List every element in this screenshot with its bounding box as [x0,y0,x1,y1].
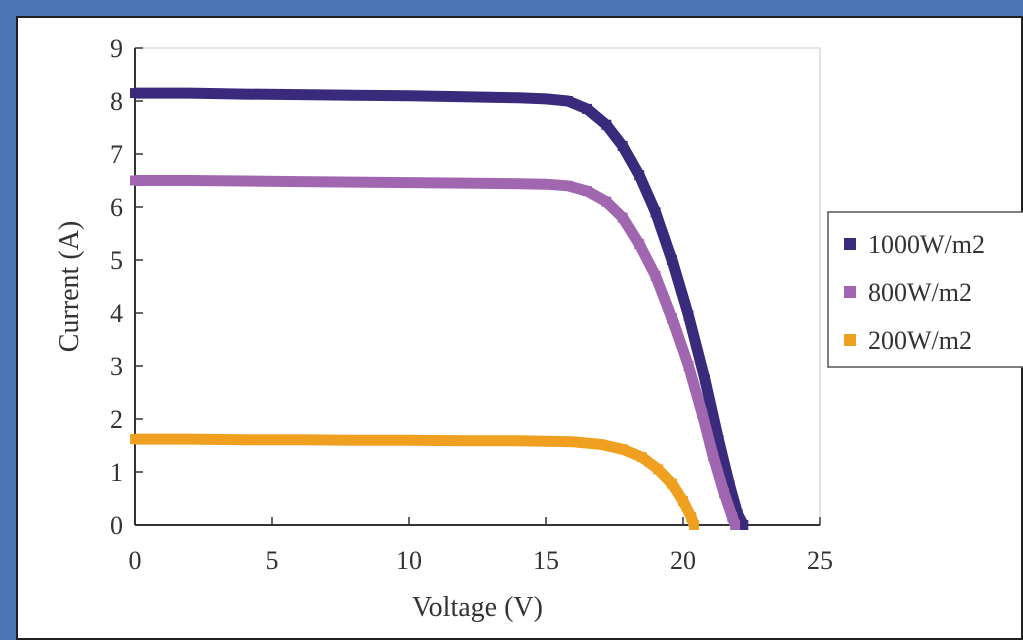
data-point [404,90,414,101]
data-point [568,436,579,447]
data-point [595,439,606,450]
data-point [601,119,612,130]
axis-ticks: 0 5 10 15 20 25 0 1 2 3 4 5 6 7 8 9 [110,34,833,575]
y-tick-label: 8 [110,87,123,116]
data-point [582,103,593,114]
y-tick-label: 4 [110,299,123,328]
data-point [349,435,360,446]
x-tick-label: 25 [807,546,833,575]
data-point [667,255,677,265]
data-point [541,179,551,190]
x-tick-label: 15 [533,546,559,575]
data-point [541,436,551,447]
data-point [738,520,749,530]
data-point [562,96,573,106]
data-point [349,177,360,188]
y-tick-label: 3 [110,352,123,381]
data-point [732,509,743,520]
y-tick-label: 9 [110,34,123,63]
data-point [404,177,414,188]
data-point [458,435,469,446]
data-point [683,310,694,321]
data-point [653,464,664,475]
data-point [184,434,195,445]
data-point [617,141,628,151]
series-line [135,433,700,527]
x-tick-label: 0 [129,546,142,575]
data-point [562,180,573,191]
legend-swatch [844,334,856,346]
data-point [617,444,628,455]
data-point [667,478,677,489]
data-point [184,88,195,99]
data-point [130,434,140,445]
data-point [130,175,140,186]
data-point [184,175,195,186]
data-point [601,196,612,207]
data-point [458,91,469,102]
series-2 [130,433,700,530]
data-point [294,434,305,445]
data-point [349,90,360,101]
data-point [294,89,305,100]
data-point [541,93,551,104]
data-point [294,176,305,187]
data-point [636,452,647,463]
data-point [678,496,688,507]
data-point [458,178,469,189]
legend: 1000W/m2 800W/m2 200W/m2 [827,211,1023,368]
y-tick-label: 0 [110,511,123,540]
series-line [135,175,741,527]
series-0 [130,87,749,530]
data-point [689,520,699,530]
series-1 [130,175,741,530]
legend-swatch [844,286,856,298]
data-point [727,512,738,522]
data-point [719,488,730,499]
legend-swatch [844,238,856,250]
data-point [404,435,414,446]
x-tick-label: 10 [396,546,422,575]
data-point [634,239,645,250]
data-point [697,408,708,419]
data-point [130,88,140,99]
y-tick-label: 5 [110,246,123,275]
data-point [650,270,661,281]
data-point [683,361,694,371]
legend-entry: 800W/m2 [868,278,972,307]
data-point [513,178,524,189]
data-point [667,313,677,324]
y-tick-label: 2 [110,405,123,434]
plot-frame [134,47,821,526]
legend-box [827,211,1023,368]
data-point [513,92,524,103]
data-point [582,186,593,197]
series-line [135,87,749,528]
x-tick-label: 20 [670,546,696,575]
y-tick-label: 7 [110,140,123,169]
legend-entry: 1000W/m2 [868,230,985,259]
y-tick-label: 1 [110,458,123,487]
data-point [699,374,710,385]
y-axis-label: Current (A) [54,221,85,352]
data-point [634,170,645,181]
data-point [650,207,661,218]
series-layer [130,87,749,530]
data-point [239,89,250,100]
data-point [730,520,741,530]
data-point [513,435,524,446]
legend-entry: 200W/m2 [868,326,972,355]
data-point [239,176,250,186]
y-tick-label: 6 [110,193,123,222]
data-point [708,451,719,462]
data-point [686,512,697,522]
data-point [713,435,724,446]
x-tick-label: 5 [266,546,279,575]
data-point [724,480,735,491]
data-point [239,434,250,445]
x-axis-label: Voltage (V) [412,592,543,623]
data-point [617,212,628,223]
